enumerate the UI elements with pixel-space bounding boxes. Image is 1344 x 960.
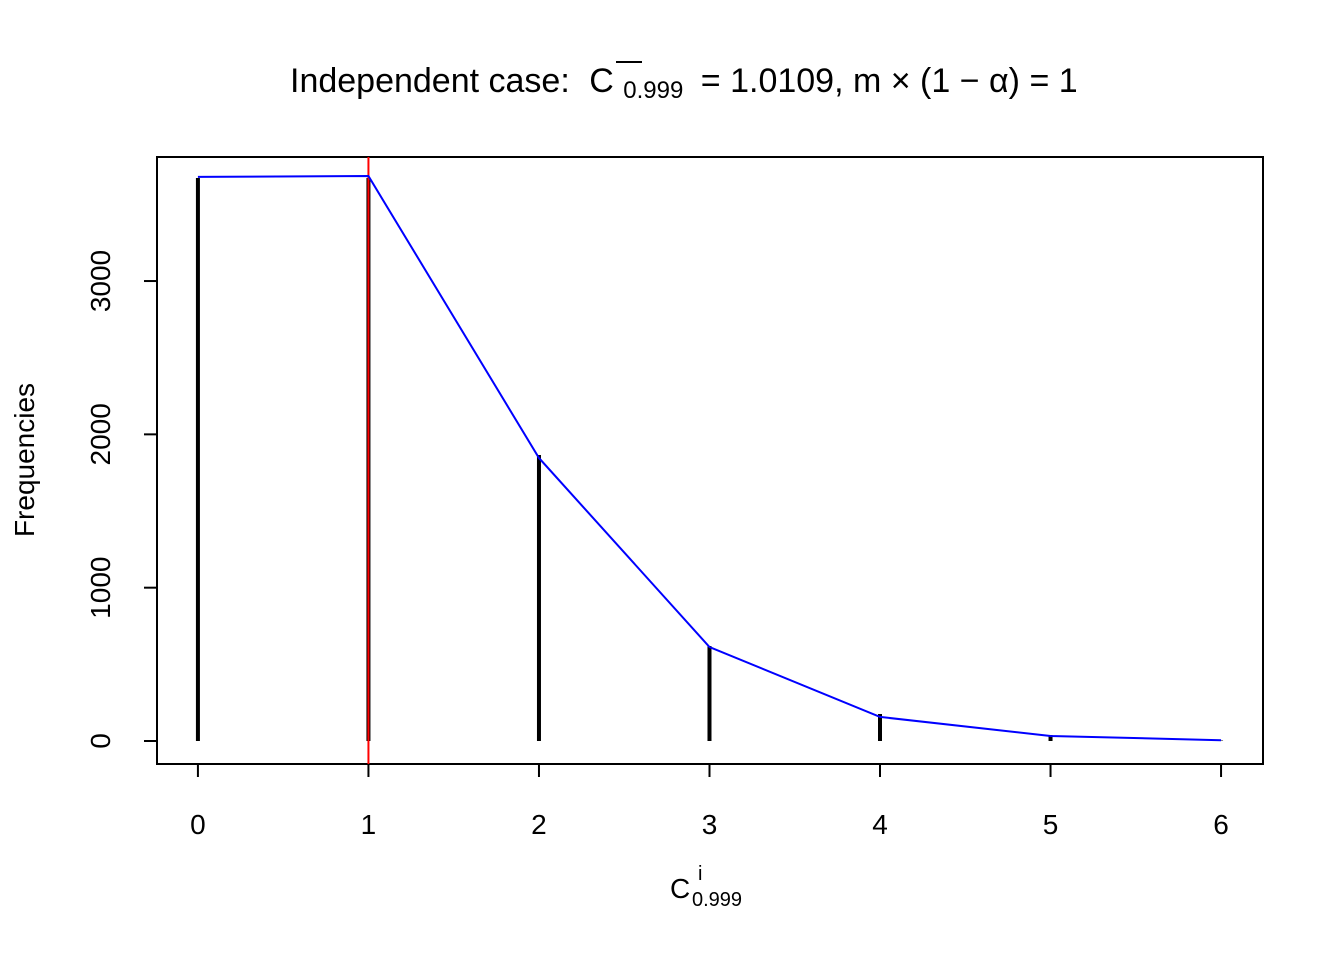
title-suffix: = 1.0109, m × (1 − α) = 1 xyxy=(701,62,1078,100)
title-subscript: 0.999 xyxy=(623,77,683,104)
fit-line xyxy=(197,175,1222,742)
x-axis-label: C i 0.999 xyxy=(670,855,742,911)
title-prefix: Independent case: xyxy=(290,62,570,100)
y-tick-label: 2000 xyxy=(85,403,116,465)
y-tick-label: 0 xyxy=(85,733,116,749)
x-tick-label: 3 xyxy=(702,809,718,840)
x-tick-label: 0 xyxy=(190,809,206,840)
x-tick-label: 5 xyxy=(1043,809,1059,840)
x-tick-label: 1 xyxy=(361,809,377,840)
x-tick-label: 4 xyxy=(872,809,888,840)
x-tick-label: 2 xyxy=(531,809,547,840)
y-tick-label: 3000 xyxy=(85,250,116,312)
x-label-superscript: i xyxy=(698,863,702,885)
title-symbol: C xyxy=(589,62,614,100)
chart-title: Independent case: C 0.999 = 1.0109, m × … xyxy=(290,62,1078,106)
x-label-subscript: 0.999 xyxy=(692,889,742,911)
y-axis-label: Frequencies xyxy=(9,383,40,537)
x-label-symbol: C xyxy=(670,873,690,904)
y-tick-label: 1000 xyxy=(85,557,116,619)
x-tick-label: 6 xyxy=(1213,809,1229,840)
